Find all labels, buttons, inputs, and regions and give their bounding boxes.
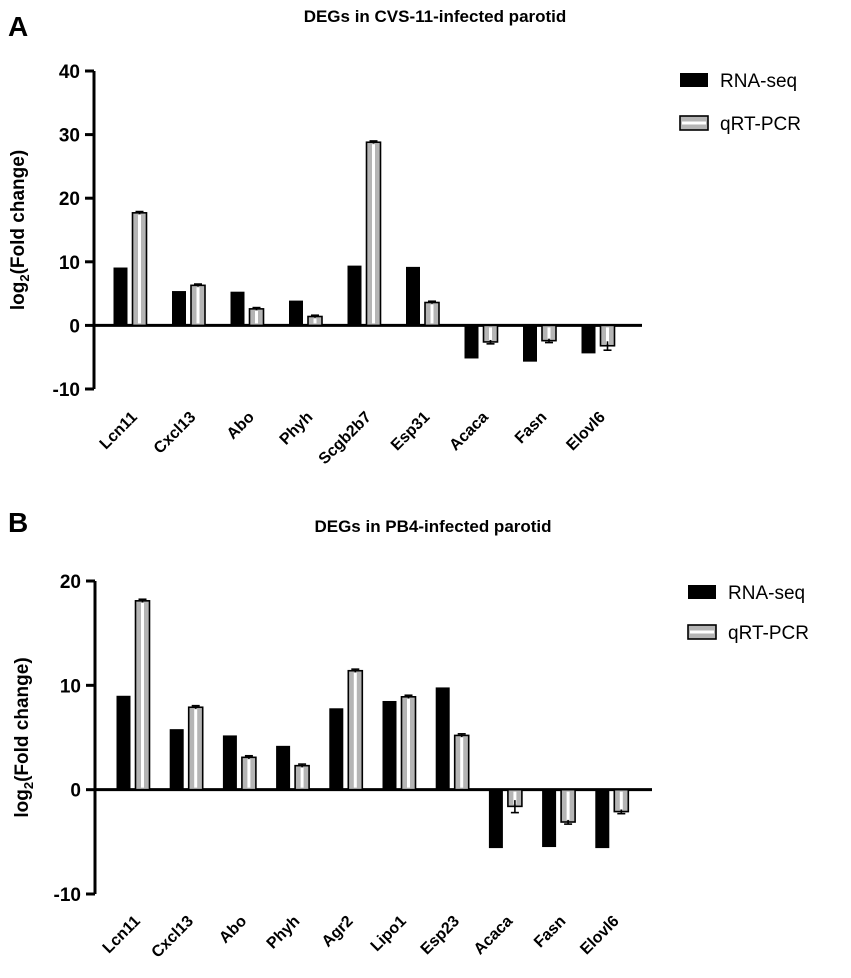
chart-b-y-tick-label: 0 <box>70 781 81 802</box>
chart-a-y-tick-label: 0 <box>69 316 80 337</box>
category-label-agr2: Agr2 <box>319 913 357 951</box>
chart-a-y-tick-label: 20 <box>59 189 80 210</box>
bar-rna-seq-scgb2b7 <box>347 265 362 326</box>
y-axis-label-main: log <box>12 789 33 818</box>
legend-label-qrt-pcr: qRT-PCR <box>728 623 809 644</box>
bar-rna-seq-acaca <box>464 325 479 359</box>
bar-rna-seq-elovl6 <box>581 325 596 354</box>
legend-swatch-rna-seq <box>688 585 716 599</box>
legend-swatch-rna-seq <box>680 73 708 87</box>
category-label-scgb2b7: Scgb2b7 <box>316 409 375 468</box>
chart-b: -10 0 10 20 log2(Fold change) Lcn11 Cxcl13 Abo P… <box>12 572 809 961</box>
chart-b-y-tick-label: 20 <box>60 572 81 593</box>
category-label-acaca: Acaca <box>471 913 516 958</box>
category-label-fasn: Fasn <box>531 913 569 951</box>
chart-a-y-tick-label: -10 <box>53 380 80 401</box>
bar-rna-seq-abo <box>230 291 245 326</box>
category-label-fasn: Fasn <box>512 409 550 447</box>
bar-rna-seq-lcn11 <box>116 695 131 790</box>
bar-rna-seq-lipo1 <box>382 700 397 790</box>
y-axis-label-rest: (Fold change) <box>8 150 29 275</box>
panel-letter-b: B <box>8 507 28 538</box>
bar-rna-seq-esp31 <box>406 266 420 326</box>
bar-rna-seq-phyh <box>289 300 303 326</box>
bar-rna-seq-phyh <box>276 745 291 790</box>
category-label-esp31: Esp31 <box>388 409 433 454</box>
chart-b-y-axis-label: log2(Fold change) <box>12 657 36 817</box>
panel-b: B DEGs in PB4-infected parotid -10 0 10 20 l… <box>8 507 809 961</box>
bar-rna-seq-esp23 <box>435 687 450 790</box>
bar-rna-seq-acaca <box>488 789 503 849</box>
bar-rna-seq-cxcl13 <box>172 291 186 326</box>
chart-a-y-tick-label: 10 <box>59 253 80 274</box>
category-label-phyh: Phyh <box>277 409 317 449</box>
category-label-elovl6: Elovl6 <box>563 409 608 454</box>
legend-label-rna-seq: RNA-seq <box>720 71 797 92</box>
bar-rna-seq-lcn11 <box>113 267 128 326</box>
chart-a-y-tick-label: 40 <box>59 62 80 83</box>
panel-a: A DEGs in CVS-11-infected parotid -10 0 10… <box>8 7 801 468</box>
bar-rna-seq-agr2 <box>329 708 344 790</box>
y-axis-label-subscript: 2 <box>17 274 32 281</box>
chart-a-title: DEGs in CVS-11-infected parotid <box>304 7 567 26</box>
legend-label-rna-seq: RNA-seq <box>728 583 805 604</box>
category-label-phyh: Phyh <box>264 913 304 953</box>
chart-b-title: DEGs in PB4-infected parotid <box>314 517 551 536</box>
bar-rna-seq-elovl6 <box>595 789 610 849</box>
legend-label-qrt-pcr: qRT-PCR <box>720 114 801 135</box>
y-axis-label-rest: (Fold change) <box>12 657 33 782</box>
bar-rna-seq-fasn <box>523 325 537 362</box>
chart-b-y-tick-label: 10 <box>60 676 81 697</box>
category-label-abo: Abo <box>224 409 258 443</box>
category-label-lcn11: Lcn11 <box>100 913 144 957</box>
category-label-elovl6: Elovl6 <box>577 913 622 958</box>
bar-rna-seq-cxcl13 <box>169 729 184 790</box>
chart-b-y-tick-label: -10 <box>54 885 81 906</box>
y-axis-label-subscript: 2 <box>21 782 36 789</box>
category-label-cxcl13: Cxcl13 <box>149 913 198 962</box>
category-label-esp23: Esp23 <box>418 913 463 958</box>
y-axis-label-main: log <box>8 282 29 311</box>
category-label-acaca: Acaca <box>446 409 491 454</box>
chart-a: -10 0 10 20 30 40 log2(Fold change) Lcn11 Cxcl13… <box>8 62 801 468</box>
bar-rna-seq-abo <box>222 735 237 790</box>
category-label-cxcl13: Cxcl13 <box>151 409 200 458</box>
panel-letter-a: A <box>8 11 28 42</box>
category-label-abo: Abo <box>216 913 250 947</box>
category-label-lcn11: Lcn11 <box>97 409 141 453</box>
chart-a-y-axis-label: log2(Fold change) <box>8 150 32 310</box>
category-label-lipo1: Lipo1 <box>368 913 410 955</box>
chart-a-y-tick-label: 30 <box>59 126 80 147</box>
bar-rna-seq-fasn <box>542 789 557 848</box>
